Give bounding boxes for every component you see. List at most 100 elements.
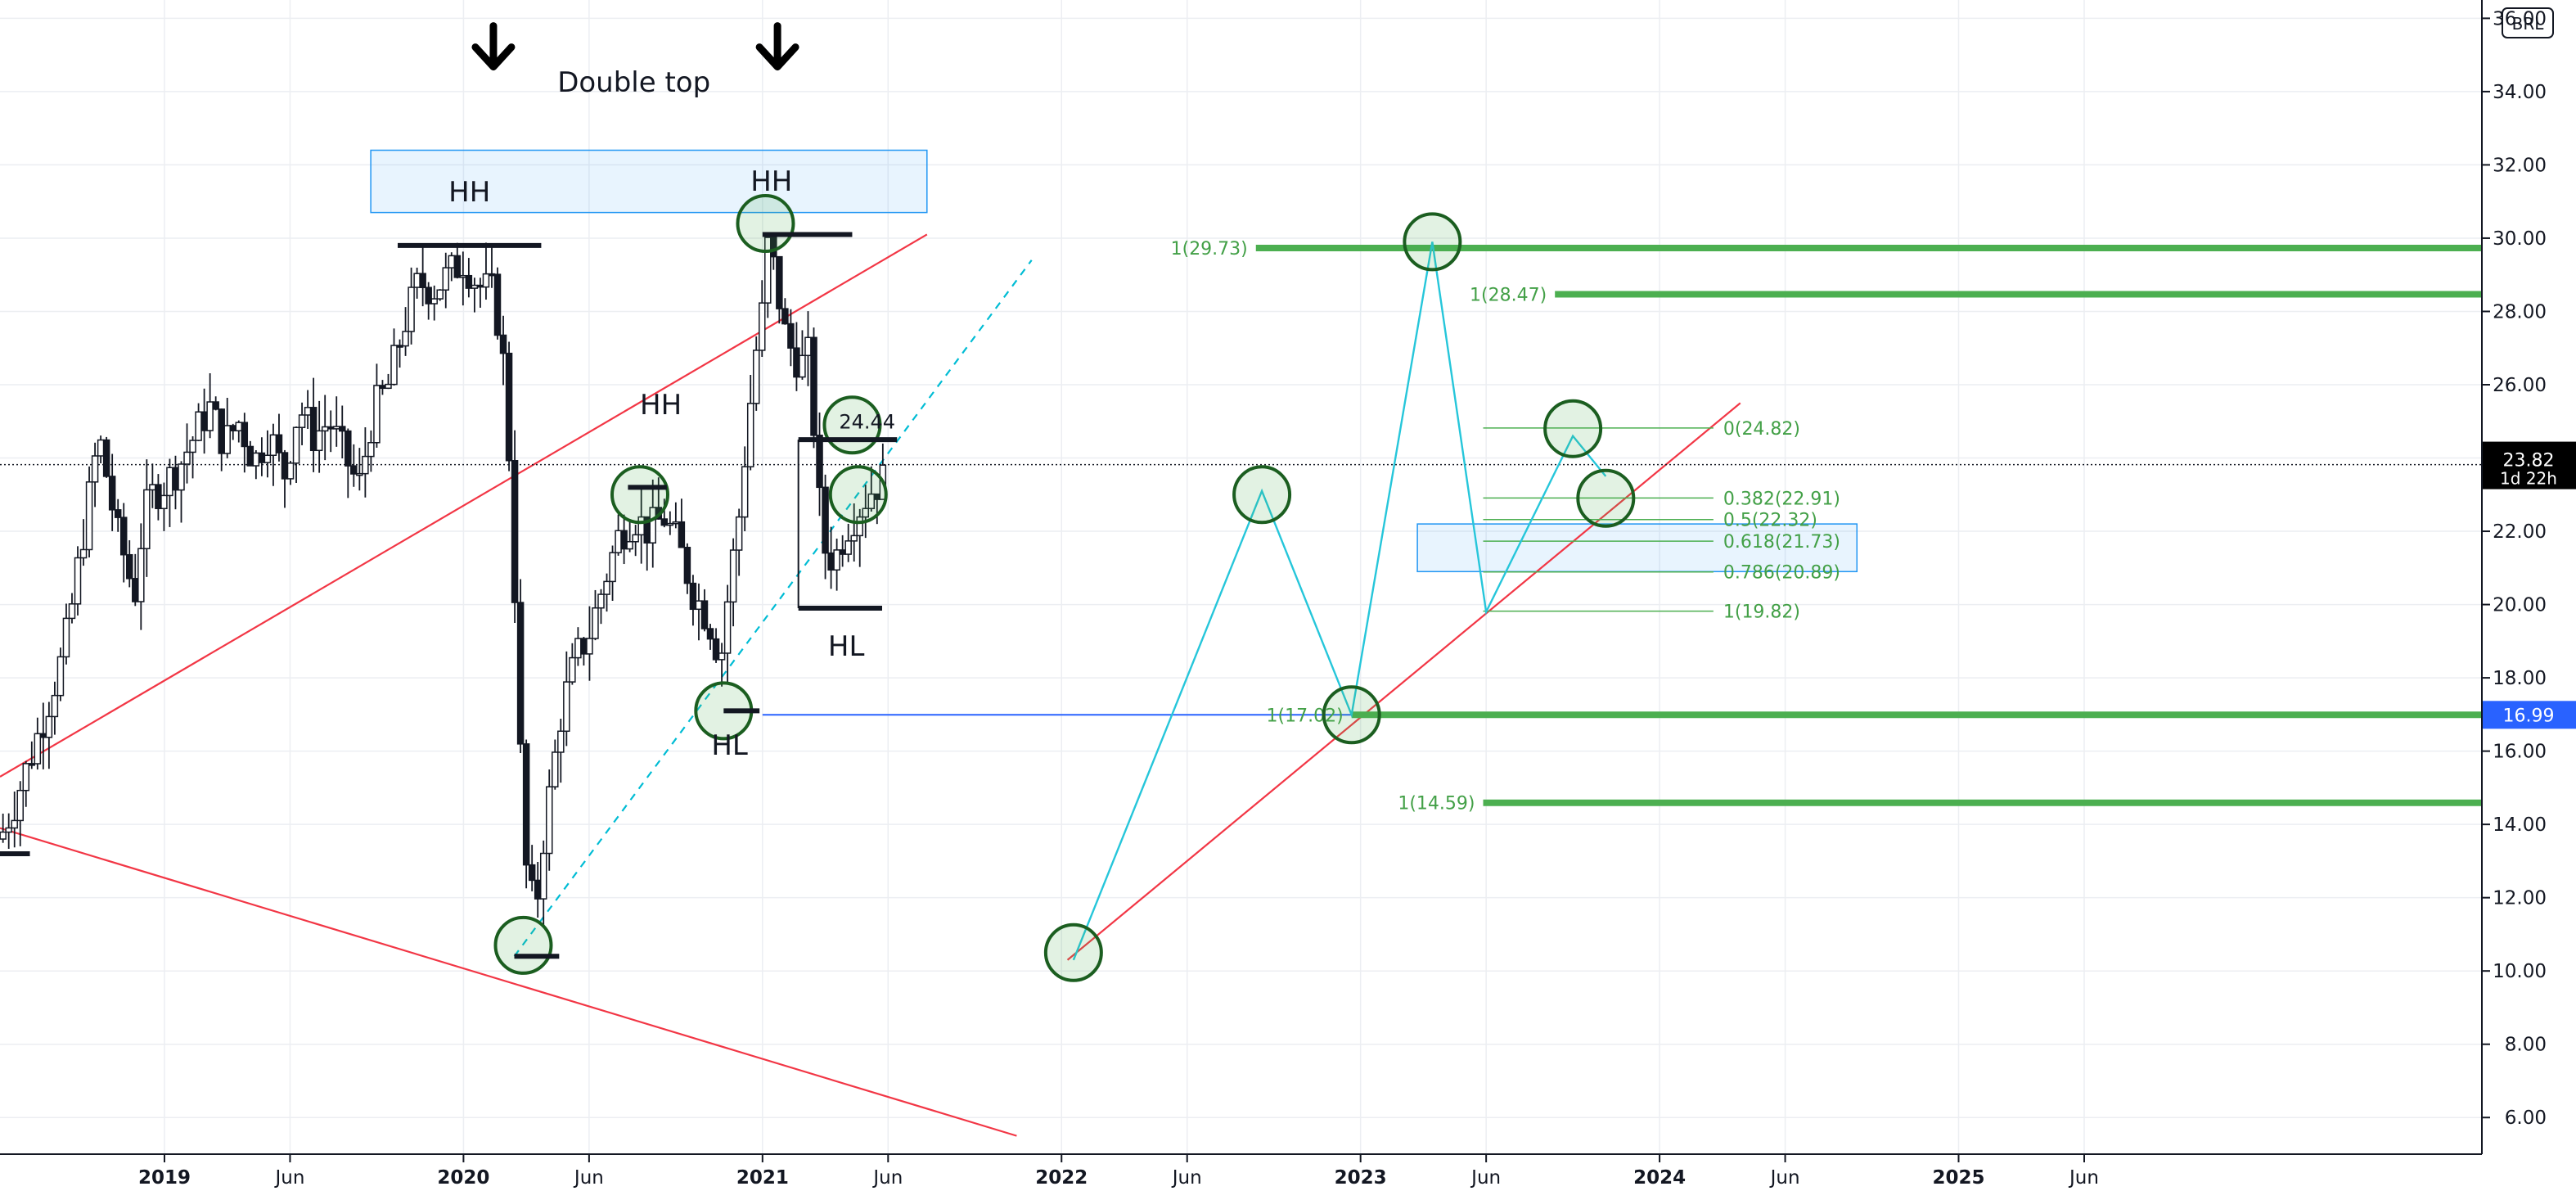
candle-body — [286, 462, 295, 480]
candle-body — [425, 286, 432, 305]
candle-body — [850, 535, 858, 542]
candle-body — [166, 467, 173, 497]
candle-body — [448, 255, 456, 268]
candle-body — [373, 385, 381, 444]
candle-body — [666, 522, 674, 526]
candle-body — [752, 350, 760, 404]
candle-body — [281, 452, 289, 480]
candle-body — [534, 879, 542, 900]
candle-body — [569, 656, 576, 683]
candle-body — [108, 476, 116, 511]
candle-body — [580, 638, 588, 655]
candle-body — [45, 715, 53, 738]
candle-body — [712, 638, 720, 661]
candle-body — [626, 541, 633, 550]
candle-body — [649, 507, 656, 544]
levels: 1(29.73) 1(28.47) 1(17.02) 1(14.59) 0(24.82)… — [1171, 239, 2482, 814]
time-tick-label: 2023 — [1335, 1167, 1387, 1189]
candle-body — [246, 445, 254, 467]
time-tick-label: 2024 — [1633, 1167, 1686, 1189]
price-tick-label: 18.00 — [2493, 668, 2547, 689]
price-tick-label: 16.00 — [2493, 742, 2547, 763]
candle-body — [804, 336, 812, 357]
candle-body — [430, 298, 438, 305]
currency-label: BRL — [2512, 14, 2545, 34]
time-tick-label: Jun — [573, 1167, 604, 1189]
time-tick-label: 2021 — [736, 1167, 789, 1189]
candle-body — [741, 466, 749, 518]
candle-body — [539, 852, 547, 900]
candle-body — [723, 601, 732, 654]
candle-body — [476, 284, 484, 288]
fib-label: 0.5(22.32) — [1723, 511, 1817, 531]
candle-body — [413, 273, 421, 288]
candle-body — [356, 472, 363, 476]
marker-circle — [1043, 923, 1103, 982]
candle-body — [660, 518, 669, 526]
annotation-label: Double top — [557, 66, 710, 99]
price-tick-label: 26.00 — [2493, 375, 2547, 396]
candle-body — [574, 638, 582, 659]
candle-body — [672, 521, 680, 525]
candle-body — [408, 286, 415, 332]
projection-support-line — [1066, 402, 1741, 961]
level-label: 1(14.59) — [1398, 794, 1475, 814]
candle-body — [471, 284, 479, 289]
currency-badge[interactable] — [2502, 7, 2554, 38]
candle-body — [793, 347, 800, 378]
candle-body — [292, 426, 300, 464]
candle-body — [362, 455, 369, 475]
candle-body — [22, 763, 30, 792]
candle-body — [137, 548, 145, 602]
annotation-label: HL — [711, 729, 748, 762]
candle-body — [759, 302, 766, 351]
candle-body — [212, 401, 219, 410]
candle-body — [781, 308, 789, 325]
candle-body — [770, 237, 777, 258]
countdown-label: 1d 22h — [2500, 469, 2557, 489]
fib-label: 1(19.82) — [1723, 602, 1800, 623]
candle-body — [718, 652, 726, 661]
candle-body — [206, 401, 214, 431]
time-tick-label: Jun — [1171, 1167, 1202, 1189]
candle-body — [258, 452, 266, 463]
candle-body — [74, 557, 82, 605]
candle-body — [315, 430, 323, 452]
candle-body — [252, 452, 260, 467]
ascending-resistance-line — [0, 233, 928, 778]
zones — [370, 149, 1858, 573]
candle-body — [844, 540, 852, 555]
price-axis-panel[interactable] — [2482, 0, 2576, 1200]
marker-circle — [1543, 399, 1603, 458]
annotation-label: HL — [828, 630, 865, 663]
candle-body — [436, 289, 444, 300]
candle-body — [822, 486, 829, 554]
double-top-zone — [370, 149, 928, 214]
candle-body — [787, 323, 795, 349]
blue-price-badge — [2483, 701, 2576, 729]
candle-body — [229, 425, 236, 431]
candle-body — [195, 411, 202, 441]
level-label: 1(29.73) — [1171, 239, 1248, 259]
projection-path — [1072, 241, 1607, 961]
candle-body — [522, 743, 530, 866]
fib-label: 0.382(22.91) — [1723, 489, 1840, 509]
candle-body — [442, 267, 450, 291]
price-tick-label: 8.00 — [2505, 1035, 2547, 1056]
candle-body — [586, 638, 593, 655]
candle-body — [385, 383, 392, 390]
candle-body — [615, 530, 622, 553]
candle-body — [218, 408, 225, 454]
marker-circle — [1322, 685, 1381, 745]
candle-body — [172, 467, 179, 491]
time-tick-label: Jun — [1470, 1167, 1501, 1189]
marker-circle — [1576, 468, 1636, 528]
time-tick-label: 2022 — [1035, 1167, 1088, 1189]
candle-body — [493, 273, 502, 336]
candle-body — [419, 273, 426, 288]
down-arrow-icon — [755, 22, 799, 71]
candle-body — [16, 789, 24, 822]
candles — [0, 233, 887, 927]
candle-body — [97, 439, 105, 457]
